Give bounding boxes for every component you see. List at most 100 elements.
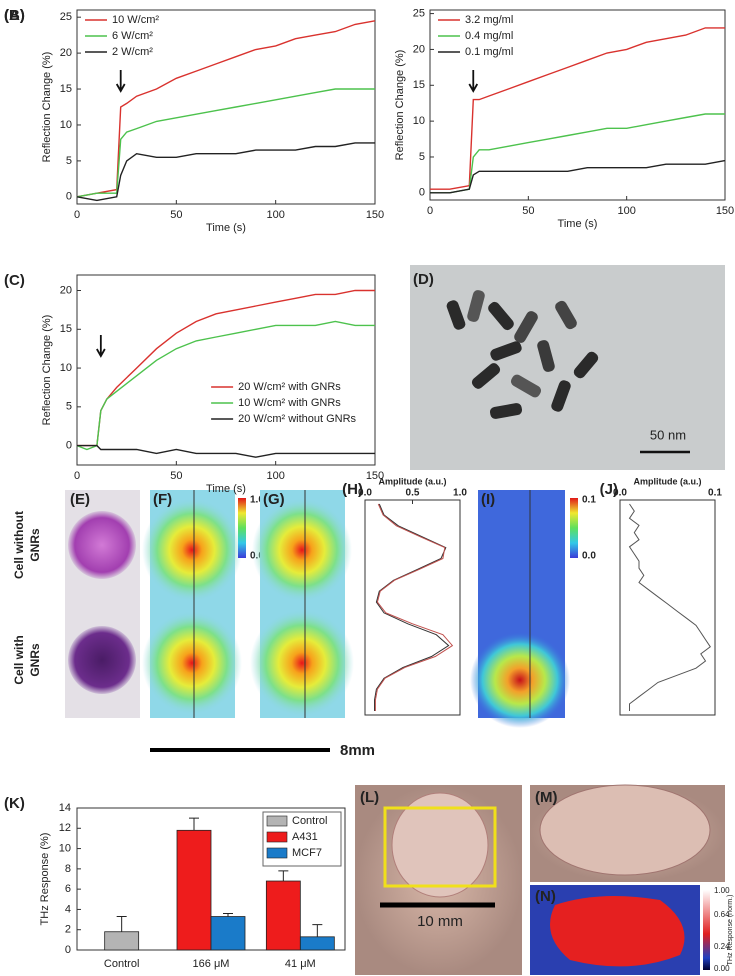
x-tick-label: 0.0 <box>358 488 372 499</box>
x-tick-label: 50 <box>522 205 534 217</box>
y-tick-label: 6 <box>65 883 71 895</box>
x-tick-label: 100 <box>266 470 284 482</box>
panel-label: (N) <box>535 888 556 905</box>
y-tick-label: 0 <box>65 944 71 956</box>
panel-label: (B) <box>4 7 25 24</box>
x-tick-label: 100 <box>266 209 284 221</box>
y-axis-label: Reflection Change (%) <box>41 52 53 163</box>
error-bar <box>278 870 289 882</box>
row-label: Cell with <box>12 635 26 684</box>
panel-label: (J) <box>600 481 618 498</box>
colorbar-label: 1.00 <box>714 886 730 895</box>
series-line <box>430 27 725 190</box>
colorbar-label: 0.1 <box>582 495 596 506</box>
series-line <box>430 159 726 194</box>
tumor <box>391 792 489 898</box>
y-tick-label: 15 <box>60 323 72 335</box>
legend-swatch <box>266 831 288 843</box>
panel-label: (G) <box>263 491 285 508</box>
legend-label: 3.2 mg/ml <box>465 14 513 26</box>
arrow <box>115 70 126 93</box>
y-axis-label: Reflection Change (%) <box>394 50 406 161</box>
legend-label: A431 <box>292 831 318 843</box>
x-tick-label: 50 <box>170 209 182 221</box>
legend-label: 2 W/cm² <box>112 46 153 58</box>
x-axis-label: Time (s) <box>558 218 598 230</box>
row-label: GNRs <box>28 528 42 562</box>
colorbar-label: 0.24 <box>714 942 730 951</box>
error-bar <box>116 916 127 932</box>
legend-label: 0.4 mg/ml <box>465 30 513 42</box>
y-tick-label: 5 <box>66 155 72 167</box>
y-tick-label: 20 <box>60 284 72 296</box>
x-tick-label: 0 <box>427 205 433 217</box>
profile-line <box>628 503 711 711</box>
legend-label: Control <box>292 815 327 827</box>
panel-label: (E) <box>70 491 90 508</box>
series-line <box>76 142 375 202</box>
nanorods <box>446 290 599 419</box>
y-tick-label: 12 <box>59 822 71 834</box>
panel-label: (A) <box>4 7 25 24</box>
panel-label: (L) <box>360 789 379 806</box>
plot-frame <box>76 9 376 205</box>
y-tick-label: 5 <box>419 151 425 163</box>
y-tick-label: 10 <box>59 842 71 854</box>
y-tick-label: 25 <box>413 7 425 19</box>
colorbar-title: THz Response (norm.) <box>727 895 734 966</box>
panel-label: (D) <box>413 271 434 288</box>
colorbar <box>703 890 710 970</box>
panel-label: (M) <box>535 789 558 806</box>
x-tick-label: 0.5 <box>406 488 420 499</box>
x-tick-label: 0.0 <box>613 488 627 499</box>
legend-label: 20 W/cm² with GNRs <box>238 381 341 393</box>
y-tick-label: 0 <box>66 440 72 452</box>
error-bar <box>189 817 199 831</box>
plot-frame <box>619 499 716 716</box>
legend-swatch <box>266 847 288 859</box>
y-tick-label: 4 <box>65 903 71 915</box>
y-tick-label: 10 <box>60 362 72 374</box>
colorbar-label: 1.0 <box>250 495 264 506</box>
bar <box>104 931 140 951</box>
y-tick-label: 5 <box>66 401 72 413</box>
x-tick-label: 0.1 <box>708 488 722 499</box>
x-tick-label: 150 <box>716 205 734 217</box>
legend-label: 6 W/cm² <box>112 30 153 42</box>
y-tick-label: 2 <box>65 924 71 936</box>
heat-spot <box>142 611 242 715</box>
x-tick-label: 150 <box>366 209 384 221</box>
error-bar <box>312 924 323 937</box>
series-line <box>76 320 375 451</box>
plot-frame <box>76 274 376 466</box>
thz-spot <box>550 896 685 967</box>
tumor <box>539 784 711 876</box>
x-axis-label: Time (s) <box>206 222 246 234</box>
panel-label: (C) <box>4 272 25 289</box>
panel-label: (I) <box>481 491 495 508</box>
x-tick-label: 166 μM <box>193 958 230 970</box>
heat-spot <box>470 632 570 728</box>
series-line <box>76 88 375 198</box>
legend-label: 10 W/cm² <box>112 14 159 26</box>
y-tick-label: 15 <box>413 79 425 91</box>
y-tick-label: 0 <box>419 187 425 199</box>
row-label: GNRs <box>28 643 42 677</box>
x-axis-label: Amplitude (a.u.) <box>379 476 447 486</box>
legend-label: 0.1 mg/ml <box>465 46 513 58</box>
series-line <box>77 444 375 458</box>
y-tick-label: 10 <box>413 115 425 127</box>
bar <box>210 916 246 951</box>
x-tick-label: 150 <box>366 470 384 482</box>
well <box>68 511 136 579</box>
colorbar-label: 0.0 <box>582 551 596 562</box>
row-label: Cell without <box>12 511 26 579</box>
x-axis-label: Time (s) <box>206 483 246 495</box>
error-bar <box>223 912 233 917</box>
x-tick-label: 0 <box>74 209 80 221</box>
profile-line <box>374 503 450 711</box>
legend-swatch <box>266 815 288 827</box>
heat-spot <box>142 498 242 602</box>
scale-label: 10 mm <box>417 913 463 930</box>
